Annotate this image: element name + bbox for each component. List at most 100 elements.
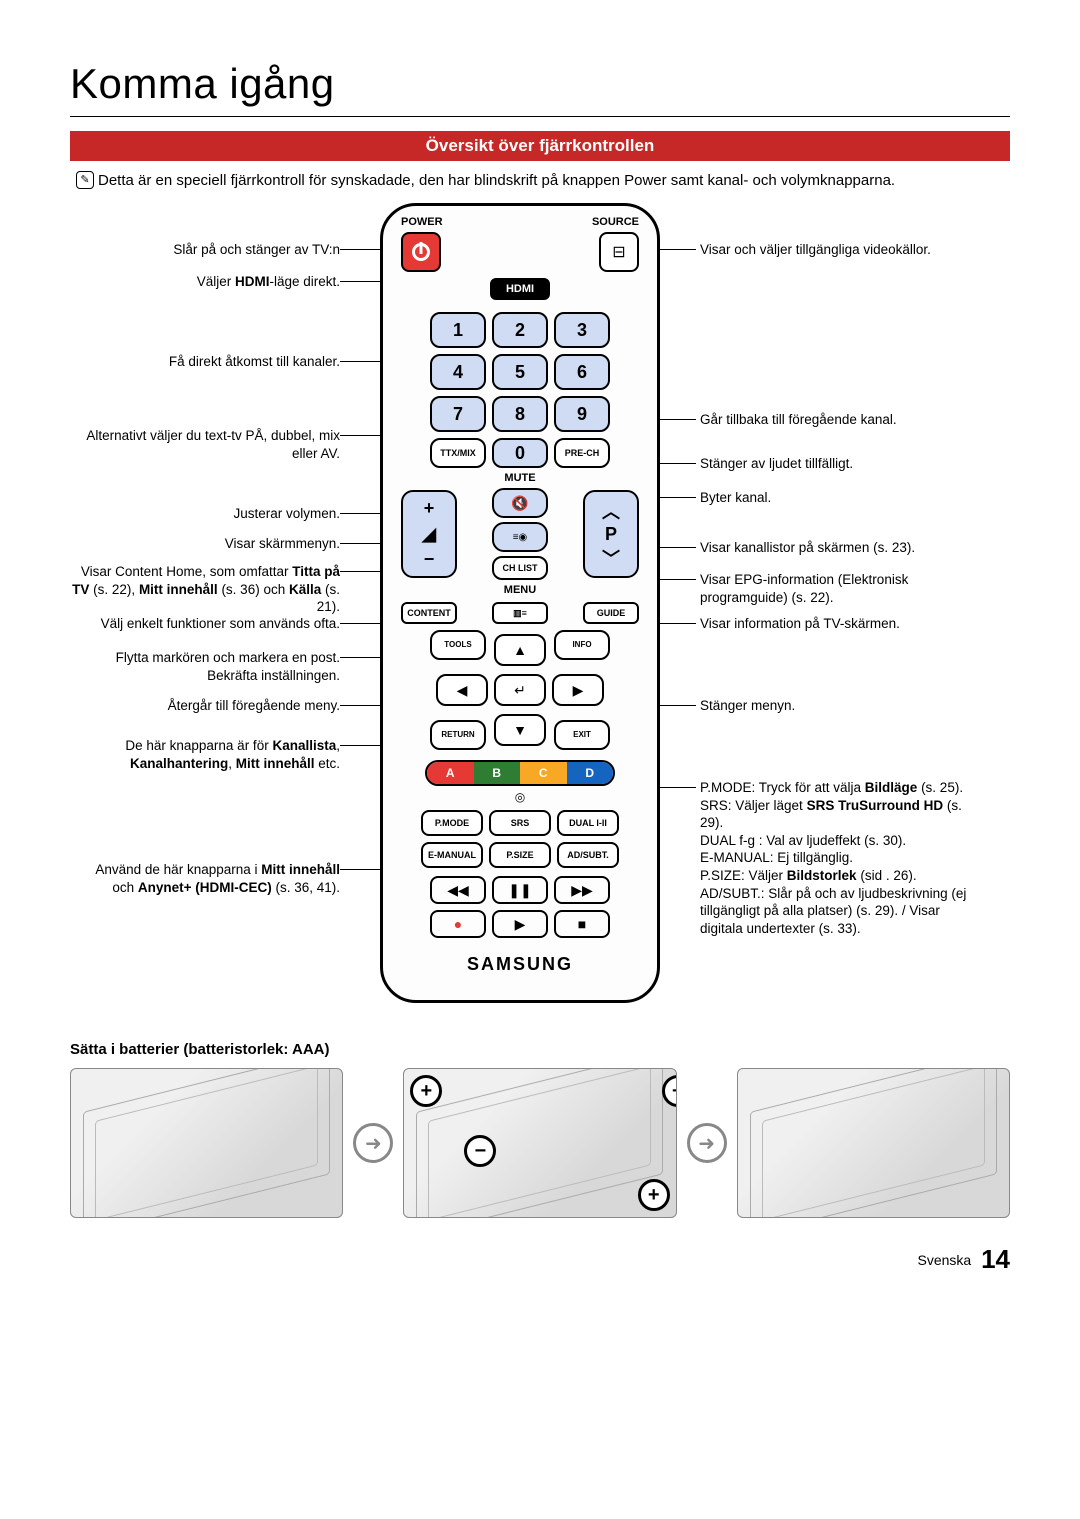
nav-up[interactable]: ▲ <box>494 634 546 666</box>
mute-label: MUTE <box>383 472 657 484</box>
num-9[interactable]: 9 <box>554 396 610 432</box>
remote-diagram: Slår på och stänger av TV:n Väljer HDMI-l… <box>70 203 1010 1023</box>
source-label: SOURCE <box>592 216 639 228</box>
callout-left: Använd de här knapparna i Mitt innehåll … <box>70 861 340 896</box>
callout-left: De här knapparna är för Kanallista, Kana… <box>70 737 340 772</box>
guide-button[interactable]: GUIDE <box>583 602 639 624</box>
dual-button[interactable]: DUAL I-II <box>557 810 619 836</box>
ttxmix-button[interactable]: TTX/MIX <box>430 438 486 468</box>
callout-right: Går tillbaka till föregående kanal. <box>700 411 897 429</box>
power-button[interactable] <box>401 232 441 272</box>
callout-right: Visar och väljer tillgängliga videokällo… <box>700 241 931 259</box>
color-buttons: A B C D <box>425 760 615 786</box>
remote-body: POWER SOURCE ⊟ HDMI 1 2 3 4 5 6 7 8 9 TT… <box>380 203 660 1003</box>
record-button[interactable]: ● <box>430 910 486 938</box>
ffwd-button[interactable]: ▶▶ <box>554 876 610 904</box>
vol-plus: + <box>424 498 435 519</box>
vol-icon: ◢ <box>422 524 436 545</box>
num-1[interactable]: 1 <box>430 312 486 348</box>
callout-left: Visar Content Home, som omfattar Titta p… <box>70 563 340 616</box>
ch-down: ﹀ <box>602 545 620 571</box>
info-button[interactable]: INFO <box>554 630 610 660</box>
arrow-icon: ➜ <box>353 1123 393 1163</box>
polarity-minus-icon: − <box>662 1075 677 1107</box>
nav-left[interactable]: ◀ <box>436 674 488 706</box>
color-a[interactable]: A <box>427 762 474 784</box>
callout-left: Alternativt väljer du text-tv PÅ, dubbel… <box>70 427 340 462</box>
intro-text: ✎Detta är en speciell fjärrkontroll för … <box>70 171 1010 191</box>
callout-right: P.MODE: Tryck för att välja Bildläge (s.… <box>700 779 970 937</box>
num-8[interactable]: 8 <box>492 396 548 432</box>
page-footer: Svenska 14 <box>70 1244 1010 1275</box>
ir-icon: ◎ <box>383 790 657 804</box>
function-grid: P.MODE SRS DUAL I-II E-MANUAL P.SIZE AD/… <box>383 810 657 868</box>
callout-right: Visar EPG-information (Elektronisk progr… <box>700 571 970 606</box>
pmode-button[interactable]: P.MODE <box>421 810 483 836</box>
stop-button[interactable]: ■ <box>554 910 610 938</box>
callout-left: Väljer HDMI-läge direkt. <box>70 273 340 291</box>
ch-up: ︿ <box>602 498 620 524</box>
battery-title: Sätta i batterier (batteristorlek: AAA) <box>70 1041 1010 1058</box>
color-b[interactable]: B <box>474 762 521 784</box>
callout-left: Återgår till föregående meny. <box>70 697 340 715</box>
section-bar: Översikt över fjärrkontrollen <box>70 131 1010 161</box>
source-button[interactable]: ⊟ <box>599 232 639 272</box>
callout-right: Byter kanal. <box>700 489 771 507</box>
exit-button[interactable]: EXIT <box>554 720 610 750</box>
prech-button[interactable]: PRE-CH <box>554 438 610 468</box>
emanual-button[interactable]: E-MANUAL <box>421 842 483 868</box>
callout-left: Välj enkelt funktioner som används ofta. <box>70 615 340 633</box>
return-button[interactable]: RETURN <box>430 720 486 750</box>
ch-p: P <box>605 524 617 545</box>
content-button[interactable]: CONTENT <box>401 602 457 624</box>
brand-logo: SAMSUNG <box>383 954 657 975</box>
num-4[interactable]: 4 <box>430 354 486 390</box>
srs-button[interactable]: SRS <box>489 810 551 836</box>
callout-left: Få direkt åtkomst till kanaler. <box>70 353 340 371</box>
note-icon: ✎ <box>76 171 94 189</box>
play-button[interactable]: ▶ <box>492 910 548 938</box>
menu-button[interactable]: ▥≡ <box>492 602 548 624</box>
num-5[interactable]: 5 <box>492 354 548 390</box>
media-grid: ◀◀ ❚❚ ▶▶ ● ▶ ■ <box>383 876 657 938</box>
page-title: Komma igång <box>70 60 1010 108</box>
footer-page-number: 14 <box>981 1244 1010 1274</box>
num-7[interactable]: 7 <box>430 396 486 432</box>
callout-left: Flytta markören och markera en post. Bek… <box>70 649 340 684</box>
volume-rocker[interactable]: + ◢ − <box>401 490 457 578</box>
battery-step-3 <box>737 1068 1010 1218</box>
callout-right: Visar information på TV-skärmen. <box>700 615 900 633</box>
adsubt-button[interactable]: AD/SUBT. <box>557 842 619 868</box>
num-3[interactable]: 3 <box>554 312 610 348</box>
color-d[interactable]: D <box>567 762 614 784</box>
psize-button[interactable]: P.SIZE <box>489 842 551 868</box>
title-rule <box>70 116 1010 117</box>
vol-minus: − <box>424 549 435 570</box>
nav-enter[interactable]: ↵ <box>494 674 546 706</box>
hdmi-button[interactable]: HDMI <box>490 278 550 300</box>
arrow-icon-2: ➜ <box>687 1123 727 1163</box>
num-6[interactable]: 6 <box>554 354 610 390</box>
nav-pad: TOOLS INFO ▲ ◀ ↵ ▶ ▼ RETURN EXIT <box>430 630 610 750</box>
color-c[interactable]: C <box>520 762 567 784</box>
power-icon <box>412 243 430 261</box>
nav-right[interactable]: ▶ <box>552 674 604 706</box>
callout-left: Justerar volymen. <box>70 505 340 523</box>
pause-button[interactable]: ❚❚ <box>492 876 548 904</box>
callout-right: Visar kanallistor på skärmen (s. 23). <box>700 539 915 557</box>
tools-button[interactable]: TOOLS <box>430 630 486 660</box>
polarity-plus-icon-2: + <box>638 1179 670 1211</box>
callout-left: Visar skärmmenyn. <box>70 535 340 553</box>
mute-button[interactable]: 🔇 <box>492 488 548 518</box>
polarity-minus-icon-2: − <box>464 1135 496 1167</box>
callout-left: Slår på och stänger av TV:n <box>70 241 340 259</box>
ttx-index-button[interactable]: ≡◉ <box>492 522 548 552</box>
num-2[interactable]: 2 <box>492 312 548 348</box>
rewind-button[interactable]: ◀◀ <box>430 876 486 904</box>
num-0[interactable]: 0 <box>492 438 548 468</box>
intro-content: Detta är en speciell fjärrkontroll för s… <box>98 172 895 189</box>
menu-label: MENU <box>383 584 657 596</box>
channel-rocker[interactable]: ︿ P ﹀ <box>583 490 639 578</box>
chlist-button[interactable]: CH LIST <box>492 556 548 580</box>
nav-down[interactable]: ▼ <box>494 714 546 746</box>
